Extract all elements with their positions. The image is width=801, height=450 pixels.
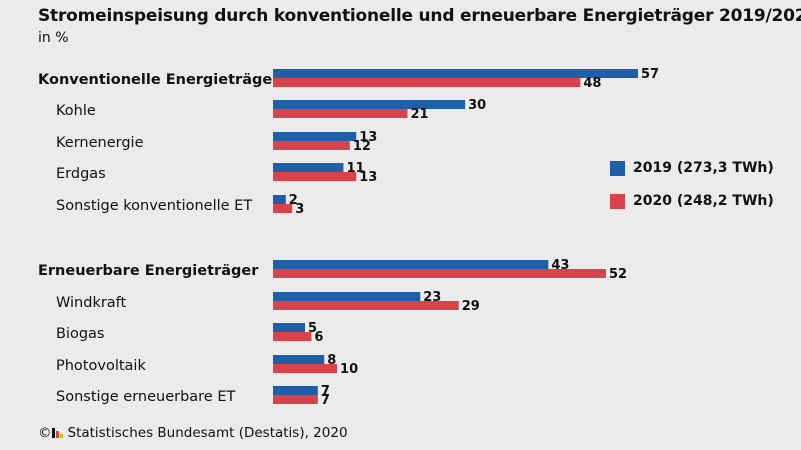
value-label-sonstige-konventionelle-et-2020: 3 — [295, 202, 304, 217]
value-label-sonstige-erneuerbare-et-2020: 7 — [321, 393, 330, 408]
destatis-logo-icon — [51, 428, 63, 438]
bar-konventionelle-energieträger-2019 — [273, 69, 638, 78]
value-label-sonstige-erneuerbare-et-2019: 7 — [321, 384, 330, 399]
bar-photovoltaik-2019 — [273, 355, 325, 364]
bar-biogas-2019 — [273, 323, 306, 332]
category-label-windkraft: Windkraft — [56, 295, 127, 311]
category-label-kohle: Kohle — [56, 103, 96, 119]
category-label-photovoltaik: Photovoltaik — [56, 358, 146, 374]
value-label-konventionelle-energieträger-2020: 48 — [583, 76, 601, 91]
bar-sonstige-erneuerbare-et-2020 — [273, 395, 318, 404]
category-label-sonstige-konventionelle-et: Sonstige konventionelle ET — [56, 198, 252, 214]
chart-title: Stromeinspeisung durch konventionelle un… — [38, 6, 801, 26]
legend: 2019 (273,3 TWh) 2020 (248,2 TWh) — [610, 158, 774, 224]
copyright-symbol: © — [38, 425, 52, 441]
legend-item-2020: 2020 (248,2 TWh) — [610, 191, 774, 211]
chart-subtitle: in % — [38, 30, 69, 46]
category-label-biogas: Biogas — [56, 326, 105, 342]
bar-sonstige-erneuerbare-et-2019 — [273, 386, 318, 395]
source-note: © Statistisches Bundesamt (Destatis), 20… — [38, 425, 348, 441]
bar-kohle-2019 — [273, 100, 466, 109]
category-label-sonstige-erneuerbare-et: Sonstige erneuerbare ET — [56, 389, 236, 405]
category-label-erneuerbare-energieträger: Erneuerbare Energieträger — [38, 263, 259, 279]
legend-label-2020: 2020 (248,2 TWh) — [633, 193, 774, 209]
bar-sonstige-konventionelle-et-2019 — [273, 195, 286, 204]
value-label-erneuerbare-energieträger-2020: 52 — [609, 267, 627, 282]
value-label-konventionelle-energieträger-2019: 57 — [641, 67, 659, 82]
bar-sonstige-konventionelle-et-2020 — [273, 204, 293, 213]
bar-windkraft-2019 — [273, 292, 421, 301]
value-label-biogas-2020: 6 — [314, 330, 323, 345]
value-label-kernenergie-2019: 13 — [359, 130, 377, 145]
value-label-windkraft-2020: 29 — [462, 299, 480, 314]
value-label-kernenergie-2020: 12 — [353, 139, 371, 154]
bar-erneuerbare-energieträger-2020 — [273, 269, 606, 278]
value-label-sonstige-konventionelle-et-2019: 2 — [289, 193, 298, 208]
bar-erneuerbare-energieträger-2019 — [273, 260, 549, 269]
bar-kernenergie-2019 — [273, 132, 357, 141]
bar-kernenergie-2020 — [273, 141, 350, 150]
value-label-biogas-2019: 5 — [308, 321, 317, 336]
legend-item-2019: 2019 (273,3 TWh) — [610, 158, 774, 178]
bar-erdgas-2020 — [273, 172, 357, 181]
value-label-photovoltaik-2020: 10 — [340, 362, 358, 377]
category-label-erdgas: Erdgas — [56, 166, 106, 182]
bar-windkraft-2020 — [273, 301, 459, 310]
value-label-erdgas-2020: 13 — [359, 170, 377, 185]
bar-erdgas-2019 — [273, 163, 344, 172]
value-label-kohle-2019: 30 — [468, 98, 486, 113]
bar-kohle-2020 — [273, 109, 408, 118]
legend-label-2019: 2019 (273,3 TWh) — [633, 160, 774, 176]
value-label-kohle-2020: 21 — [410, 107, 428, 122]
bar-konventionelle-energieträger-2020 — [273, 78, 581, 87]
bar-biogas-2020 — [273, 332, 312, 341]
bar-photovoltaik-2020 — [273, 364, 338, 373]
legend-swatch-2020 — [610, 193, 625, 209]
source-text: Statistisches Bundesamt (Destatis), 2020 — [67, 425, 348, 441]
category-label-kernenergie: Kernenergie — [56, 135, 144, 151]
category-label-konventionelle-energieträger: Konventionelle Energieträger — [38, 72, 280, 88]
legend-swatch-2019 — [610, 160, 625, 176]
value-label-photovoltaik-2019: 8 — [327, 353, 336, 368]
